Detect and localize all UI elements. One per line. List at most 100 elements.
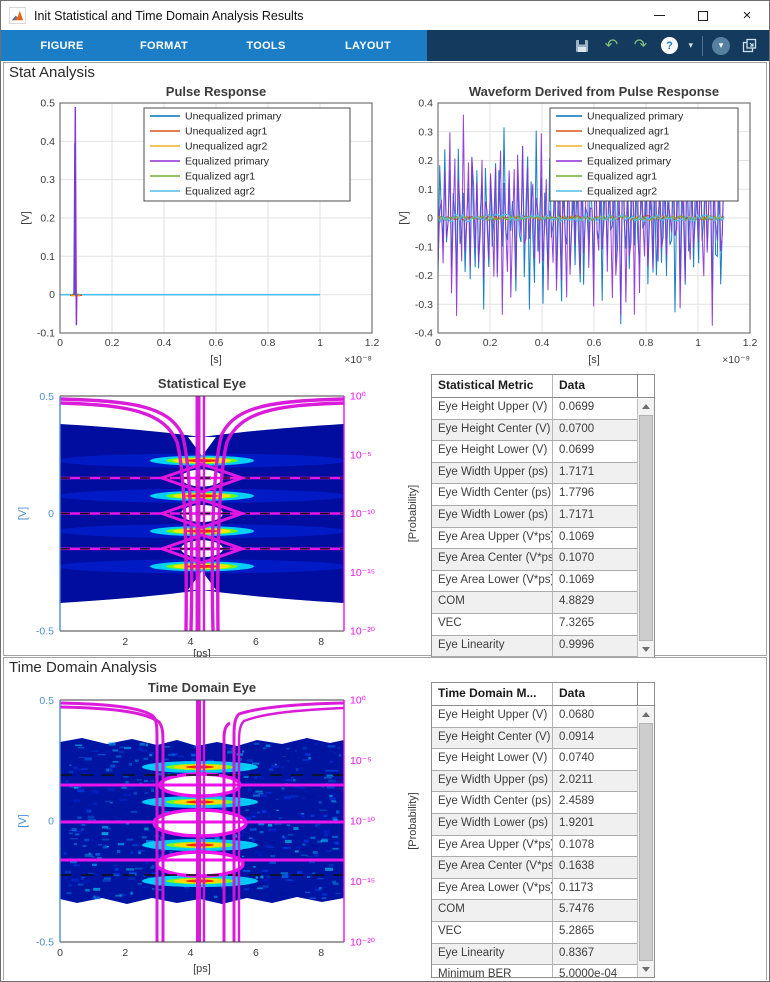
scroll-up-arrow-icon[interactable]	[638, 707, 654, 722]
stat-eye-ylabel-right: [Probability]	[407, 485, 419, 542]
stat-table-scrollbar[interactable]	[637, 399, 654, 657]
waveform-y-ticks: 0.4 0.3 0.2 0.1 0 -0.1 -0.2 -0.3 -0.4	[415, 98, 433, 340]
td-eye-left-ticks: 0.5 0 -0.5	[36, 695, 54, 949]
scroll-down-arrow-icon[interactable]	[638, 642, 654, 657]
svg-text:10⁻²⁰: 10⁻²⁰	[350, 626, 376, 638]
undock-button[interactable]	[739, 35, 759, 57]
metric-name-cell: Eye Width Center (ps)	[432, 792, 553, 813]
table-row: Eye Linearity 0.8367	[432, 943, 638, 966]
time-table-header-scroll-spacer	[637, 683, 654, 705]
redo-button[interactable]: ↷	[633, 36, 648, 54]
pulse-series	[60, 106, 320, 326]
pulse-axes-box	[59, 102, 373, 334]
waveform-legend[interactable]: Unequalized primary Unequalized agr1 Une…	[549, 107, 739, 202]
close-icon: ×	[742, 7, 752, 24]
stat-eye-axes	[59, 395, 345, 632]
svg-text:10⁻⁵: 10⁻⁵	[350, 449, 372, 461]
scroll-up-arrow-icon[interactable]	[638, 399, 654, 414]
table-row: VEC 5.2865	[432, 921, 638, 944]
table-row: Eye Width Lower (ps) 1.7171	[432, 505, 638, 528]
chart-pulse-response: Pulse Response 0 0.2 0.4	[20, 84, 379, 366]
table-row: Minimum BER 5.0000e-04	[432, 965, 638, 978]
td-eye-ylabel-right: [Probability]	[407, 792, 419, 849]
tab-format[interactable]: FORMAT	[139, 39, 189, 52]
time-table-header: Time Domain M... Data	[432, 683, 654, 706]
td-eye-right-ticks: 10⁰ 10⁻⁵ 10⁻¹⁰ 10⁻¹⁵ 10⁻²⁰	[350, 695, 376, 949]
scrollbar-thumb[interactable]	[639, 723, 653, 961]
maximize-button[interactable]	[681, 1, 725, 30]
section-time-domain-analysis: Time Domain Analysis Time Domain Eye	[3, 657, 767, 980]
svg-text:0.5: 0.5	[39, 695, 54, 707]
svg-text:0.6: 0.6	[209, 337, 224, 349]
metric-name-cell: Eye Height Upper (V)	[432, 706, 553, 727]
metric-value-cell: 0.0699	[559, 401, 595, 413]
pulse-x-exponent: ×10⁻⁸	[344, 354, 372, 366]
svg-text:Statistical Eye: Statistical Eye	[158, 376, 246, 391]
stat-table-header-scroll-spacer	[637, 375, 654, 397]
undock-icon	[742, 38, 756, 53]
table-row: Eye Area Upper (V*ps) 0.1078	[432, 835, 638, 858]
svg-text:0: 0	[49, 289, 55, 301]
svg-text:-0.5: -0.5	[36, 937, 54, 949]
svg-text:0.2: 0.2	[418, 155, 433, 167]
pulse-legend[interactable]: Unequalized primary Unequalized agr1 Une…	[143, 107, 351, 202]
svg-text:Unequalized agr1: Unequalized agr1	[185, 126, 267, 138]
metric-name-cell: Eye Width Lower (ps)	[432, 813, 553, 835]
svg-text:Unequalized agr2: Unequalized agr2	[587, 141, 669, 153]
table-row: Eye Height Lower (V) 0.0740	[432, 749, 638, 771]
tab-tools[interactable]: TOOLS	[246, 39, 286, 52]
overflow-menu-button[interactable]: ▾	[712, 36, 730, 55]
help-dropdown-caret[interactable]: ▾	[688, 40, 693, 50]
table-row: Eye Height Center (V) 0.0914	[432, 727, 638, 750]
minimize-button[interactable]	[637, 1, 681, 30]
stat-eye-bathtub-curves	[60, 396, 344, 631]
stat-table-header: Statistical Metric Data	[432, 375, 654, 398]
svg-text:10⁻¹⁰: 10⁻¹⁰	[350, 816, 376, 828]
pulse-y-ticks: 0.5 0.4 0.3 0.2 0.1 0 -0.1	[37, 98, 55, 340]
help-icon: ?	[660, 37, 678, 54]
metric-name-cell: Eye Linearity	[432, 635, 553, 657]
scrollbar-thumb[interactable]	[639, 415, 653, 641]
tab-layout[interactable]: LAYOUT	[344, 39, 391, 52]
metric-value-cell: 0.8367	[559, 946, 595, 959]
metric-value-cell: 4.8829	[559, 595, 595, 608]
svg-text:-0.1: -0.1	[415, 241, 433, 253]
scroll-down-arrow-icon[interactable]	[638, 962, 654, 977]
minimize-icon	[653, 15, 665, 16]
td-eye-heatmap	[60, 700, 344, 942]
metric-name-cell: Eye Area Lower (V*ps)	[432, 570, 553, 592]
close-button[interactable]: ×	[725, 1, 769, 30]
metric-name-cell: Minimum BER	[432, 965, 553, 977]
table-row: VEC 7.3265	[432, 613, 638, 636]
svg-text:Unequalized agr2: Unequalized agr2	[185, 141, 267, 153]
svg-text:Unequalized agr1: Unequalized agr1	[587, 126, 669, 138]
tab-figure[interactable]: FIGURE	[40, 39, 84, 52]
time-table-scrollbar[interactable]	[637, 707, 654, 977]
metric-name-cell: Eye Width Center (ps)	[432, 484, 553, 505]
svg-text:10⁻⁵: 10⁻⁵	[350, 755, 372, 767]
time-table-body: Eye Height Upper (V) 0.0680 Eye Height C…	[432, 706, 654, 978]
pulse-x-ticks: 0 0.2 0.4 0.6 0.8 1 1.2	[57, 337, 379, 349]
stat-table-body: Eye Height Upper (V) 0.0699 Eye Height C…	[432, 398, 654, 657]
metric-value-cell: 1.9201	[559, 816, 595, 829]
time-metrics-table: Time Domain M... Data Eye Height Upper (…	[431, 682, 655, 978]
time-domain-title: Time Domain Analysis	[9, 659, 157, 676]
metric-value-cell: 5.0000e-04	[559, 968, 618, 978]
undo-button[interactable]: ↶	[604, 36, 619, 54]
svg-text:0.4: 0.4	[157, 337, 172, 349]
stat-eye-heatmap	[60, 396, 344, 631]
svg-text:4: 4	[188, 636, 194, 648]
svg-text:1.2: 1.2	[365, 337, 380, 349]
metric-name-cell: COM	[432, 592, 553, 613]
svg-text:10⁰: 10⁰	[350, 391, 367, 403]
metric-value-cell: 0.1173	[559, 881, 594, 894]
metric-value-cell: 0.0914	[559, 730, 595, 743]
metric-name-cell: Eye Height Lower (V)	[432, 749, 553, 770]
titlebar: Init Statistical and Time Domain Analysi…	[1, 1, 769, 30]
waveform-axes-box	[437, 102, 751, 334]
save-button[interactable]	[572, 35, 592, 57]
metric-value-cell: 2.0211	[559, 773, 594, 786]
metric-name-cell: Eye Height Lower (V)	[432, 441, 553, 462]
help-button[interactable]: ?	[659, 35, 679, 57]
table-row: Eye Width Center (ps) 1.7796	[432, 484, 638, 506]
